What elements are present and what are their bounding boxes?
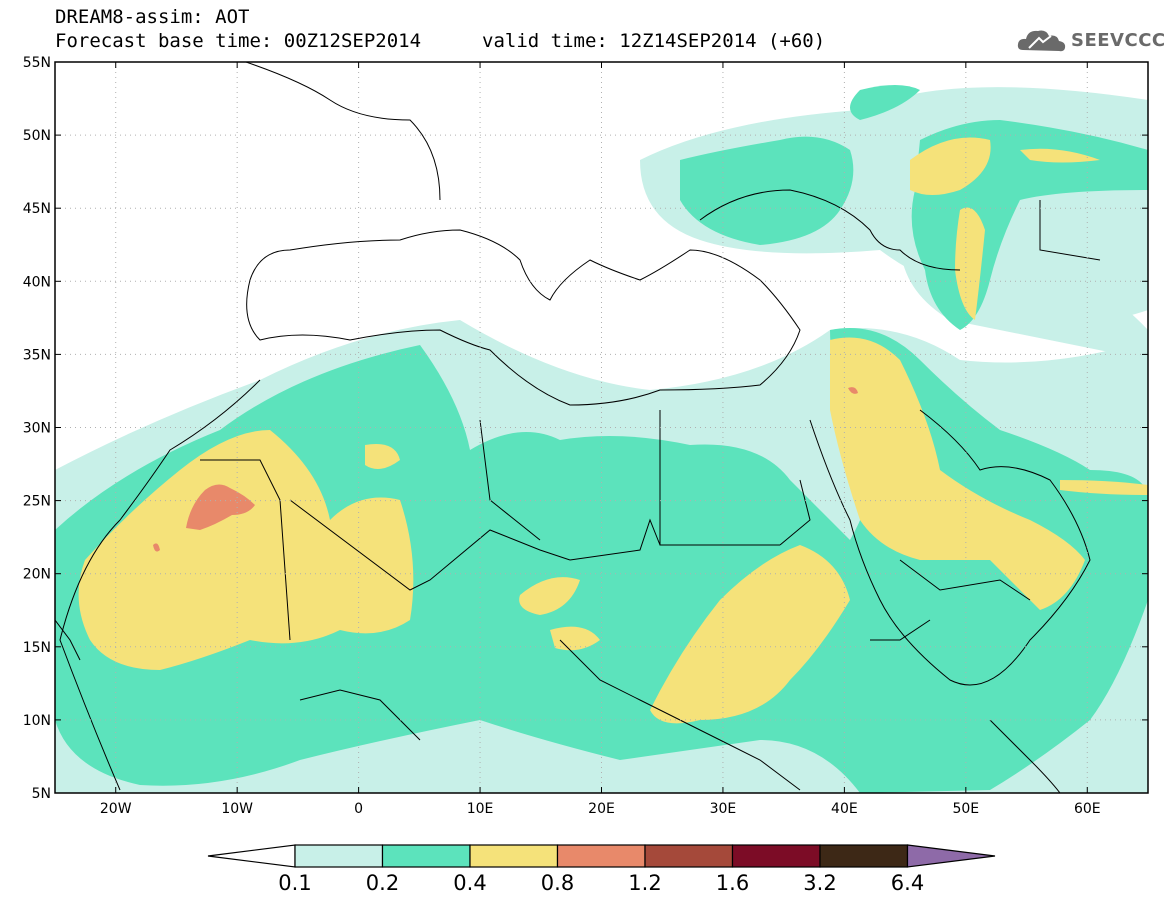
lat-tick-label: 45N xyxy=(23,201,51,217)
forecast-base-time: Forecast base time: 00Z12SEP2014 xyxy=(55,30,422,52)
colorbar-segment xyxy=(819,844,909,868)
title-line-1: DREAM8-assim: AOT xyxy=(55,6,250,28)
graticule xyxy=(55,62,1148,793)
colorbar-label: 0.1 xyxy=(278,871,311,895)
country-borders xyxy=(200,200,1101,791)
aot-field xyxy=(55,62,1148,793)
valid-time: valid time: 12Z14SEP2014 (+60) xyxy=(482,30,826,52)
colorbar-arrow-right xyxy=(906,844,996,868)
colorbar-label: 1.6 xyxy=(716,871,749,895)
cloud-icon xyxy=(1017,30,1066,52)
lon-tick-label: 10W xyxy=(221,801,253,817)
lon-tick-label: 0 xyxy=(354,801,363,817)
lon-tick-label: 10E xyxy=(467,801,494,817)
aot-level-0.4 xyxy=(78,137,1148,724)
colorbar-label: 6.4 xyxy=(891,871,924,895)
lon-tick-label: 30E xyxy=(710,801,737,817)
lat-tick-label: 20N xyxy=(23,567,51,583)
colorbar-label: 0.2 xyxy=(366,871,399,895)
colorbar-label: 0.4 xyxy=(453,871,486,895)
coastlines xyxy=(55,62,1091,793)
seevccc-logo: SEEVCCC xyxy=(1015,24,1165,56)
colorbar-segment xyxy=(469,844,559,868)
colorbar-label: 3.2 xyxy=(803,871,836,895)
lat-tick-label: 35N xyxy=(23,347,51,363)
lon-tick-label: 50E xyxy=(952,801,979,817)
lon-tick-label: 20W xyxy=(100,801,132,817)
colorbar: 0.1 0.2 0.4 0.8 1.2 1.6 3.2 6.4 xyxy=(207,844,996,895)
colorbar-segment xyxy=(294,844,384,868)
aot-level-0.8 xyxy=(153,387,858,552)
lat-tick-label: 55N xyxy=(23,55,51,71)
colorbar-arrow-left xyxy=(207,844,296,868)
lat-tick-label: 10N xyxy=(23,713,51,729)
colorbar-segment xyxy=(556,844,646,868)
lat-tick-label: 25N xyxy=(23,494,51,510)
lon-tick-label: 20E xyxy=(588,801,615,817)
lat-tick-label: 30N xyxy=(23,421,51,437)
lat-tick-label: 40N xyxy=(23,274,51,290)
latitude-ticks: 55N 50N 45N 40N 35N 30N 25N 20N 15N 10N 5N xyxy=(23,55,1148,802)
colorbar-segment xyxy=(731,844,821,868)
longitude-ticks: 20W 10W 0 10E 20E 30E 40E 50E 60E xyxy=(100,62,1101,817)
logo-text: SEEVCCC xyxy=(1071,30,1165,51)
colorbar-segment xyxy=(644,844,734,868)
colorbar-label: 0.8 xyxy=(541,871,574,895)
colorbar-segment xyxy=(381,844,471,868)
lon-tick-label: 40E xyxy=(831,801,858,817)
colorbar-label: 1.2 xyxy=(628,871,661,895)
lon-tick-label: 60E xyxy=(1074,801,1101,817)
lat-tick-label: 50N xyxy=(23,128,51,144)
lat-tick-label: 15N xyxy=(23,640,51,656)
lat-tick-label: 5N xyxy=(32,786,51,802)
